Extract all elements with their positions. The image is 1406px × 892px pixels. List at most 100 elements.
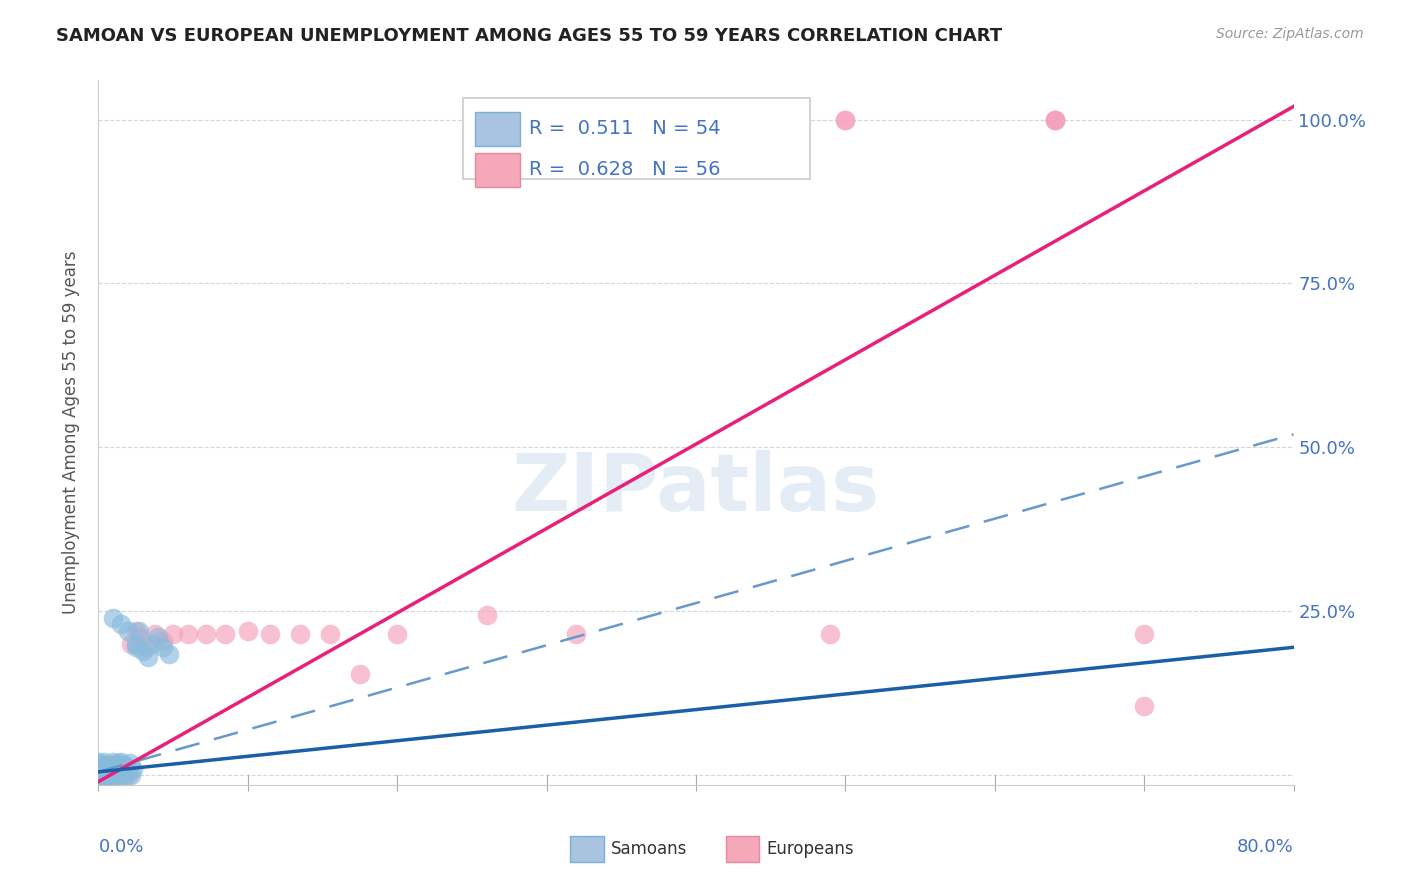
Point <box>91 758 114 772</box>
Point <box>107 756 129 771</box>
Point <box>87 768 110 782</box>
Point <box>103 763 125 777</box>
FancyBboxPatch shape <box>463 98 810 179</box>
Point <box>103 768 125 782</box>
Point <box>118 756 141 771</box>
Point <box>1133 699 1156 714</box>
Text: R =  0.511   N = 54: R = 0.511 N = 54 <box>529 120 720 138</box>
Point <box>91 766 114 780</box>
Point <box>132 643 155 657</box>
Point <box>94 768 117 782</box>
Point <box>834 112 856 127</box>
Point <box>385 627 409 641</box>
Text: ZIPatlas: ZIPatlas <box>512 450 880 528</box>
Point <box>143 627 166 641</box>
Text: Source: ZipAtlas.com: Source: ZipAtlas.com <box>1216 27 1364 41</box>
Point <box>117 624 139 638</box>
Point <box>236 624 259 638</box>
Point <box>111 760 134 774</box>
Point <box>565 627 588 641</box>
FancyBboxPatch shape <box>571 836 605 863</box>
FancyBboxPatch shape <box>475 112 520 145</box>
Point <box>117 768 139 782</box>
Point <box>152 640 174 655</box>
Text: SAMOAN VS EUROPEAN UNEMPLOYMENT AMONG AGES 55 TO 59 YEARS CORRELATION CHART: SAMOAN VS EUROPEAN UNEMPLOYMENT AMONG AG… <box>56 27 1002 45</box>
Point <box>115 760 138 774</box>
Text: 80.0%: 80.0% <box>1237 838 1294 855</box>
Point <box>87 762 110 776</box>
Point <box>105 768 128 782</box>
Point <box>349 666 371 681</box>
Point <box>104 765 127 780</box>
Point <box>103 764 125 779</box>
Point <box>1043 112 1066 127</box>
Point <box>90 762 112 776</box>
Text: Samoans: Samoans <box>612 840 688 858</box>
Point <box>94 768 117 782</box>
Point <box>101 758 124 772</box>
Point <box>93 763 115 777</box>
Point <box>97 764 120 779</box>
Point <box>128 624 150 638</box>
Point <box>125 640 148 655</box>
FancyBboxPatch shape <box>475 153 520 186</box>
Point <box>93 768 115 782</box>
Point <box>125 624 148 638</box>
Point <box>125 637 148 651</box>
Point <box>87 755 110 769</box>
FancyBboxPatch shape <box>725 836 759 863</box>
Point <box>94 758 117 772</box>
Point <box>104 768 127 782</box>
Point <box>104 757 127 772</box>
Point <box>87 764 110 779</box>
Point <box>93 755 115 769</box>
Point <box>98 762 122 776</box>
Point <box>94 764 117 779</box>
Y-axis label: Unemployment Among Ages 55 to 59 years: Unemployment Among Ages 55 to 59 years <box>62 251 80 615</box>
Point <box>87 768 110 782</box>
Point <box>195 627 218 641</box>
Point <box>112 758 135 772</box>
Point <box>114 768 136 782</box>
Point <box>107 764 129 779</box>
Point <box>101 768 124 782</box>
Point <box>110 617 132 632</box>
Point <box>1043 112 1066 127</box>
Point <box>96 768 118 782</box>
Point <box>110 763 132 777</box>
Point <box>97 766 120 780</box>
Point <box>820 627 842 641</box>
Point <box>162 627 184 641</box>
Point <box>87 764 110 779</box>
Point <box>148 631 170 645</box>
Point <box>114 768 136 782</box>
Point <box>96 768 118 782</box>
Point <box>110 755 132 769</box>
Point <box>110 768 132 782</box>
Text: R =  0.628   N = 56: R = 0.628 N = 56 <box>529 161 720 179</box>
Point <box>117 763 139 777</box>
Point <box>108 762 131 776</box>
Point <box>103 758 125 772</box>
Point <box>87 760 110 774</box>
Point <box>97 760 120 774</box>
Point <box>87 758 110 772</box>
Point <box>107 768 129 782</box>
Point <box>214 627 236 641</box>
Point <box>103 755 125 769</box>
Point <box>108 768 131 782</box>
Point <box>121 762 143 776</box>
Point <box>98 762 122 776</box>
Point <box>157 647 180 661</box>
Point <box>135 640 157 655</box>
Point <box>475 607 498 622</box>
Point <box>141 637 163 651</box>
Point <box>129 631 152 645</box>
Point <box>90 768 112 782</box>
Point <box>98 768 122 782</box>
Point <box>152 633 174 648</box>
Point <box>93 768 115 782</box>
Point <box>111 764 134 779</box>
Text: 0.0%: 0.0% <box>98 838 143 855</box>
Point <box>1043 112 1066 127</box>
